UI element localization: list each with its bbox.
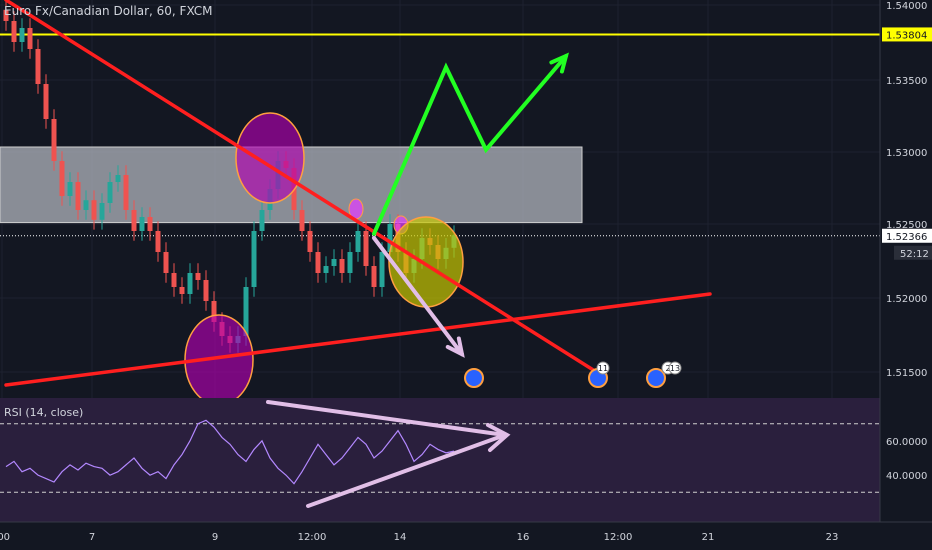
projection-arrow-up-head — [549, 52, 569, 74]
candle-body — [203, 280, 209, 301]
projection-arrow-up — [372, 54, 568, 236]
candle-body — [179, 287, 185, 294]
candle-body — [339, 259, 345, 273]
projection-arrow-down-head — [445, 336, 465, 358]
trendline-descending — [4, 0, 608, 380]
time-axis[interactable] — [0, 522, 932, 550]
candle-body — [99, 203, 105, 220]
candle-body — [331, 259, 337, 266]
time-tick-label: 9 — [212, 532, 218, 543]
event-count-badge — [668, 361, 682, 375]
rsi-tick-label: 40.0000 — [886, 471, 927, 482]
time-tick-label: 12:00 — [298, 532, 327, 543]
countdown-tag — [894, 245, 932, 260]
candle-body — [115, 175, 121, 182]
candle-body — [371, 266, 377, 287]
candle-body — [155, 231, 161, 252]
rsi-arrow-lower — [306, 433, 507, 508]
candle-body — [315, 252, 321, 273]
candle-body — [43, 84, 49, 119]
price-tick-label: 1.52500 — [886, 220, 927, 231]
candle-body — [51, 119, 57, 161]
rsi-title: RSI (14, close) — [4, 406, 83, 419]
candle-body — [187, 273, 193, 294]
candle-body — [251, 231, 257, 287]
candle-body — [387, 224, 393, 252]
rsi-line — [5, 419, 455, 485]
time-tick-label: 21 — [702, 532, 715, 543]
rsi-tick-label: 60.0000 — [886, 437, 927, 448]
price-axis[interactable] — [880, 0, 932, 550]
candle-body — [307, 231, 313, 252]
event-flag-icon[interactable] — [464, 368, 484, 388]
countdown-label: 52:12 — [900, 249, 929, 260]
highlight-circle-current — [388, 216, 464, 308]
event-count-label: 2 — [665, 364, 670, 373]
candle-body — [11, 21, 17, 42]
candle-body — [83, 200, 89, 210]
candle-body — [35, 49, 41, 84]
candle-body — [379, 252, 385, 287]
candle-body — [195, 273, 201, 280]
candle-body — [211, 301, 217, 322]
candle-body — [67, 182, 73, 196]
event-count-badge — [596, 361, 610, 375]
current-price-label: 1.52366 — [886, 232, 927, 243]
candle-body — [171, 273, 177, 287]
event-flag-icon[interactable] — [646, 368, 666, 388]
resistance-price-label: 1.53804 — [886, 30, 927, 41]
time-tick-label: 23 — [826, 532, 839, 543]
price-tick-label: 1.54000 — [886, 1, 927, 12]
resistance-price-tag — [882, 27, 932, 42]
highlight-circle-peak — [235, 112, 305, 204]
candle-body — [323, 266, 329, 273]
candle-body — [19, 28, 25, 42]
candle-body — [91, 200, 97, 220]
price-tick-label: 1.51500 — [886, 368, 927, 379]
candle-body — [347, 252, 353, 273]
time-tick-label: 16 — [517, 532, 530, 543]
event-count-label: 13 — [670, 364, 680, 373]
candle-body — [139, 217, 145, 231]
time-tick-label: 12:00 — [604, 532, 633, 543]
candle-body — [299, 210, 305, 231]
candle-body — [27, 28, 33, 49]
candle-body — [355, 231, 361, 252]
candle-body — [75, 182, 81, 210]
candle-body — [131, 210, 137, 231]
candle-body — [123, 175, 129, 210]
rsi-arrow-upper — [266, 400, 507, 437]
candle-body — [147, 217, 153, 231]
symbol-title: Euro Fx/Canadian Dollar, 60, FXCM — [4, 4, 213, 18]
price-tick-label: 1.53000 — [886, 148, 927, 159]
candle-body — [163, 252, 169, 273]
price-tick-label: 1.52000 — [886, 294, 927, 305]
time-tick-label: 14 — [394, 532, 407, 543]
time-tick-label: :00 — [0, 532, 10, 543]
price-tick-label: 1.53500 — [886, 76, 927, 87]
candle-body — [363, 231, 369, 266]
rsi-arrow-head — [486, 423, 511, 452]
time-tick-label: 7 — [89, 532, 95, 543]
candle-body — [3, 9, 9, 21]
trendline-ascending — [4, 292, 712, 387]
candle-body — [59, 161, 65, 196]
current-price-tag — [882, 228, 932, 243]
event-count-label: 11 — [598, 364, 608, 373]
candle-body — [243, 287, 249, 336]
projection-arrow-down — [372, 236, 464, 357]
candle-body — [107, 182, 113, 203]
candle-body — [259, 210, 265, 231]
